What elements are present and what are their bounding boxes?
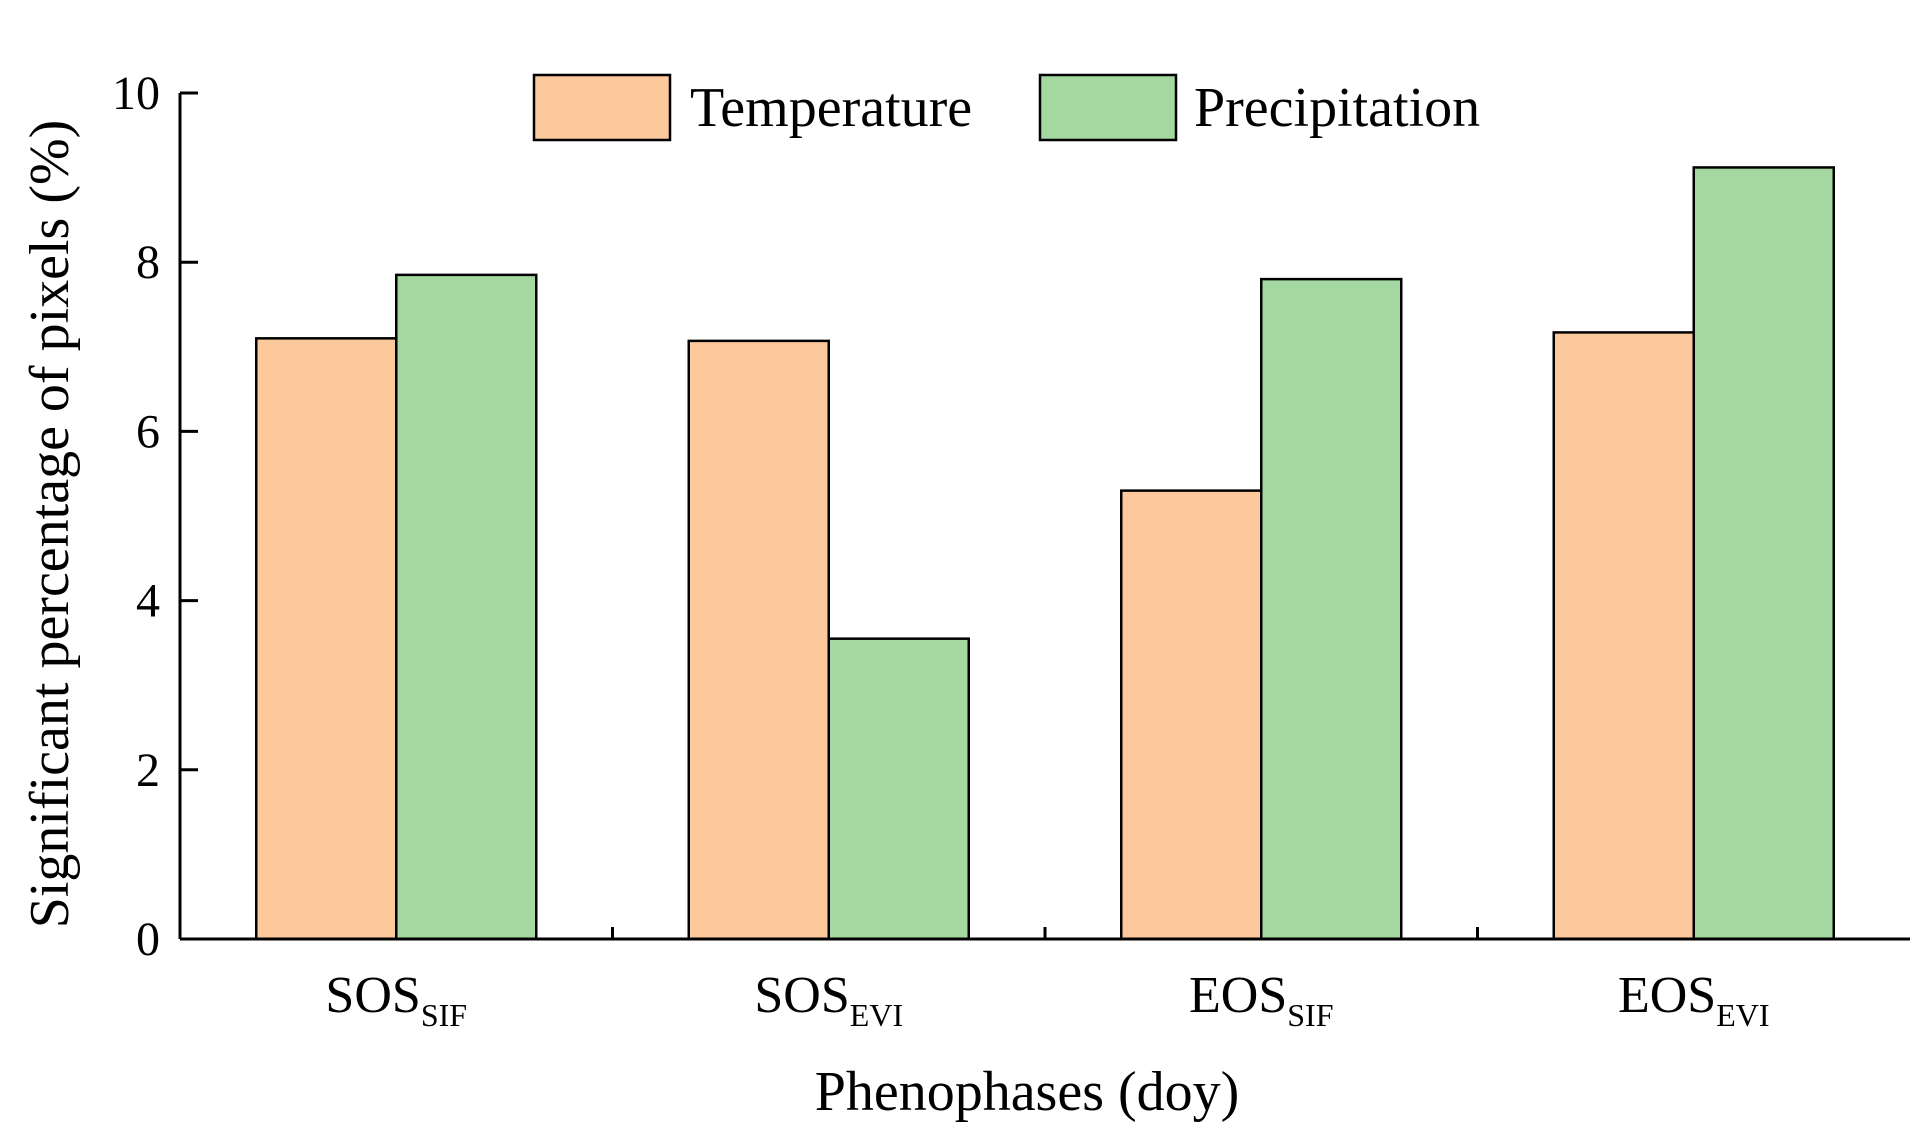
bar-temperature-1: [255, 337, 398, 941]
legend: Temperature Precipitation: [532, 73, 1480, 142]
y-tick-label-2: 2: [136, 744, 160, 797]
y-tick-label-8: 8: [136, 236, 160, 289]
bar-precipitation-1: [395, 273, 538, 941]
x-category-label-3: EOSSIF: [1189, 967, 1334, 1033]
x-category-label-1: SOSSIF: [325, 967, 467, 1033]
legend-label-temperature: Temperature: [690, 77, 972, 139]
bar-precipitation-4: [1692, 166, 1835, 941]
x-axis-title: Phenophases (doy): [815, 1061, 1240, 1123]
x-category-label-4: EOSEVI: [1618, 967, 1770, 1033]
axes-layer: [178, 91, 1910, 941]
legend-swatch-temperature: [532, 73, 672, 142]
y-tick-label-0: 0: [136, 913, 160, 966]
y-tick-label-10: 10: [112, 67, 160, 120]
bars-layer: [255, 166, 1835, 941]
bar-precipitation-2: [827, 637, 970, 941]
legend-swatch-precipitation: [1038, 73, 1178, 142]
x-category-label-2: SOSEVI: [754, 967, 903, 1033]
legend-label-precipitation: Precipitation: [1194, 77, 1480, 139]
bar-temperature-2: [687, 339, 830, 941]
y-axis-title: Significant percentage of pixels (%): [19, 120, 81, 929]
labels-layer: 0 2 4 6 8 10 SOSSIF SOSEVI EOSSIF EOSEVI: [112, 67, 1770, 1033]
y-tick-label-6: 6: [136, 405, 160, 458]
bar-precipitation-3: [1260, 277, 1403, 941]
bar-temperature-4: [1552, 331, 1695, 941]
y-tick-label-4: 4: [136, 575, 160, 628]
bar-temperature-3: [1120, 489, 1263, 941]
